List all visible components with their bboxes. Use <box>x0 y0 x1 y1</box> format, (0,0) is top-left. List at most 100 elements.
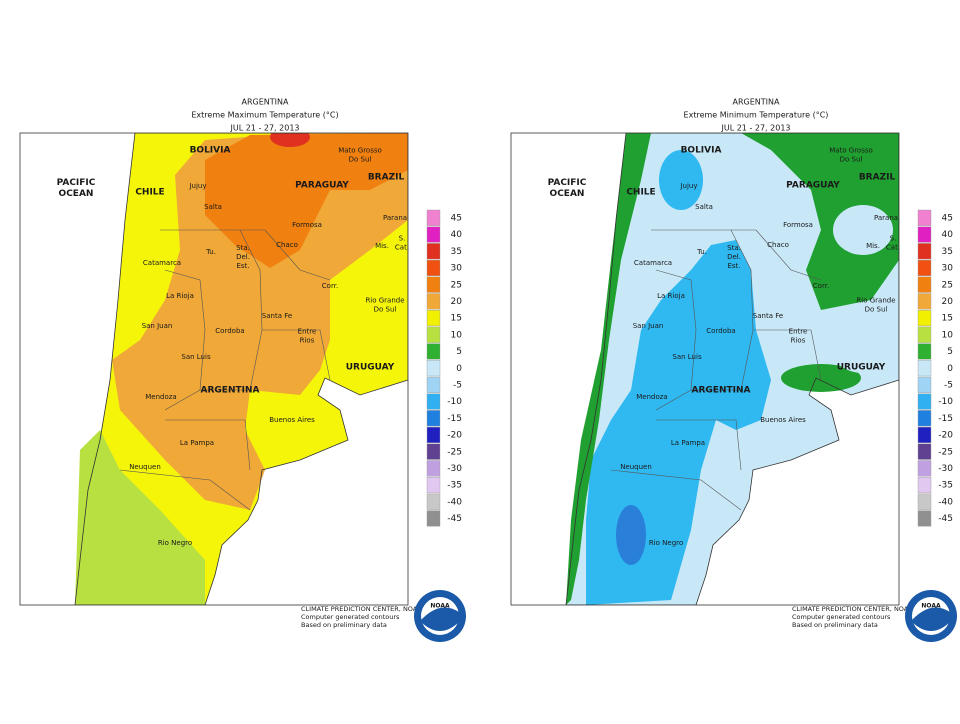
legend-swatch <box>426 259 441 277</box>
map-title: ARGENTINA <box>733 98 781 107</box>
legend-swatch <box>426 360 441 377</box>
place-label: Sta. <box>236 244 250 252</box>
legend-label: -20 <box>447 431 462 441</box>
place-label: Parana <box>874 214 898 222</box>
place-label: PARAGUAY <box>786 181 840 191</box>
place-label: Formosa <box>292 221 322 229</box>
place-label: Santa Fe <box>262 312 292 320</box>
province-border <box>655 269 697 391</box>
legend-swatch <box>917 443 932 460</box>
legend-swatch <box>426 510 441 527</box>
place-label: Rio Grande <box>856 297 895 305</box>
contour-region <box>566 133 651 605</box>
legend-label: -25 <box>447 447 462 457</box>
place-label: Buenos Aires <box>760 416 806 424</box>
legend-swatch <box>426 226 441 243</box>
legend-swatch <box>426 326 441 343</box>
place-label: Salta <box>695 203 713 211</box>
legend-label: -20 <box>938 431 953 441</box>
province-border <box>262 329 331 381</box>
place-label: Del. <box>236 253 250 261</box>
footer-text: Computer generated contours <box>792 613 891 621</box>
contour-region <box>829 317 897 373</box>
legend-swatch <box>917 426 932 444</box>
place-label: URUGUAY <box>346 363 395 373</box>
place-label: Do Sul <box>865 306 888 314</box>
map-title: JUL 21 - 27, 2013 <box>230 124 300 133</box>
legend-swatch <box>426 493 441 510</box>
footer-text: Computer generated contours <box>301 613 400 621</box>
place-label: Del. <box>727 253 741 261</box>
place-label: La Pampa <box>671 439 705 447</box>
contour-region <box>781 364 861 392</box>
map-title: Extreme Maximum Temperature (°C) <box>191 111 338 120</box>
legend-label: 25 <box>942 280 953 290</box>
legend-label: 0 <box>456 364 462 374</box>
legend-label: 15 <box>942 314 953 324</box>
place-label: Mendoza <box>145 393 176 401</box>
place-label: OCEAN <box>59 189 94 199</box>
legend-label: -45 <box>447 514 462 524</box>
legend-label: 40 <box>451 230 463 240</box>
legend-label: 10 <box>451 330 463 340</box>
place-label: Cordoba <box>215 327 244 335</box>
legend-swatch <box>917 243 932 260</box>
footer-text: Based on preliminary data <box>792 621 878 629</box>
place-label: Mato Grosso <box>829 147 873 155</box>
place-label: La Rioja <box>657 292 685 300</box>
map-frame <box>510 132 900 606</box>
legend-swatch <box>426 276 441 293</box>
province-border <box>240 229 331 281</box>
place-label: Neuquen <box>129 463 161 471</box>
legend-swatch <box>426 477 441 494</box>
place-label: Cat. <box>395 244 409 252</box>
contour-region <box>741 133 899 310</box>
legend-swatch <box>917 477 932 494</box>
legend-swatch <box>917 293 932 310</box>
place-label: Est. <box>236 262 249 270</box>
legend-label: -30 <box>938 464 953 474</box>
place-label: Entre <box>789 328 808 336</box>
legend-swatch <box>917 510 932 527</box>
place-label: Neuquen <box>620 463 652 471</box>
noaa-logo-text: NOAA <box>430 603 450 610</box>
map-title: Extreme Minimum Temperature (°C) <box>684 111 829 120</box>
legend-label: -35 <box>938 481 953 491</box>
place-label: Mato Grosso <box>338 147 382 155</box>
legend-swatch <box>426 443 441 460</box>
legend-label: 20 <box>451 297 463 307</box>
legend-label: -45 <box>938 514 953 524</box>
map <box>511 133 899 605</box>
map-panel: ARGENTINA Extreme Minimum Temperature (°C… <box>510 98 957 642</box>
map-frame <box>19 132 409 606</box>
place-label: Mis. <box>375 242 389 250</box>
legend-label: 5 <box>947 347 953 357</box>
contour-region <box>75 430 205 605</box>
legend-label: 25 <box>451 280 462 290</box>
place-label: Catamarca <box>634 259 672 267</box>
legend-label: -25 <box>938 447 953 457</box>
province-border <box>731 229 822 281</box>
contour-region <box>336 320 408 380</box>
place-label: Santa Fe <box>753 312 783 320</box>
map <box>20 133 408 605</box>
place-label: Chaco <box>276 241 298 249</box>
place-label: San Luis <box>672 353 702 361</box>
province-border <box>119 469 251 511</box>
place-label: Catamarca <box>143 259 181 267</box>
place-label: BRAZIL <box>368 173 405 183</box>
place-label: Cat. <box>886 244 900 252</box>
province-border <box>165 419 251 471</box>
place-label: BOLIVIA <box>681 146 722 156</box>
legend-label: -5 <box>944 381 953 391</box>
legend-swatch <box>426 310 441 327</box>
place-label: Rios <box>791 337 806 345</box>
place-label: Rio Negro <box>649 539 683 547</box>
place-label: Entre <box>298 328 317 336</box>
place-label: Corr. <box>813 282 829 290</box>
legend-label: 0 <box>947 364 953 374</box>
place-label: Buenos Aires <box>269 416 315 424</box>
coastline <box>565 133 899 605</box>
place-label: La Pampa <box>180 439 214 447</box>
